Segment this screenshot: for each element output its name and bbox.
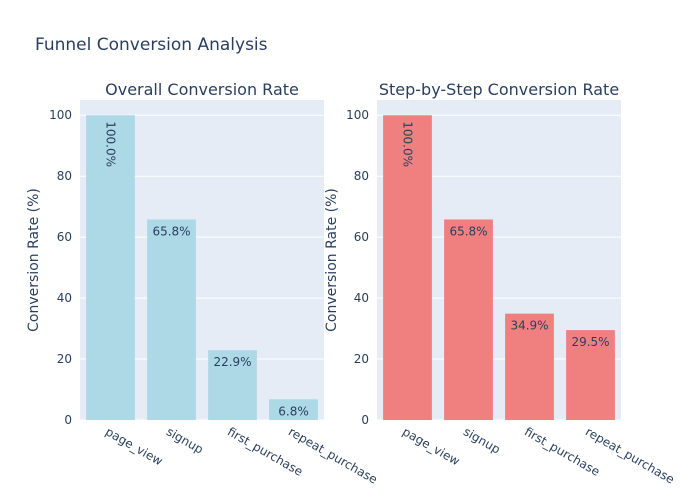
overall-y-tick-60: 60 xyxy=(57,230,72,244)
overall-y-tick-40: 40 xyxy=(57,291,72,305)
overall-bar-label-repeat-purchase: 6.8% xyxy=(278,404,309,418)
step-bar-page-view xyxy=(383,115,432,420)
step-bar-label-repeat-purchase: 29.5% xyxy=(571,335,609,349)
step-y-tick-40: 40 xyxy=(354,291,369,305)
step-x-tick-page-view: page_view xyxy=(400,424,462,468)
step-y-tick-0: 0 xyxy=(361,413,369,427)
overall-bar-label-page-view: 100.0% xyxy=(104,121,118,167)
overall-panel-title: Overall Conversion Rate xyxy=(105,80,299,99)
step-y-tick-80: 80 xyxy=(354,169,369,183)
overall-bar-first-purchase xyxy=(208,350,257,420)
overall-bar-label-signup: 65.8% xyxy=(152,224,190,238)
step-y-tick-60: 60 xyxy=(354,230,369,244)
figure-title: Funnel Conversion Analysis xyxy=(35,35,268,55)
step-x-tick-signup: signup xyxy=(461,424,503,456)
step-y-tick-100: 100 xyxy=(346,108,369,122)
step-bar-signup xyxy=(444,219,493,420)
overall-bar-repeat-purchase xyxy=(269,399,318,420)
overall-y-tick-0: 0 xyxy=(64,413,72,427)
step-y-axis-label: Conversion Rate (%) xyxy=(324,188,340,332)
overall-y-tick-100: 100 xyxy=(49,108,72,122)
overall-y-tick-80: 80 xyxy=(57,169,72,183)
step-x-tick-repeat-purchase: repeat_purchase xyxy=(583,424,677,486)
step-bar-repeat-purchase xyxy=(566,330,615,420)
step-panel-title: Step-by-Step Conversion Rate xyxy=(379,80,619,99)
overall-y-axis-label: Conversion Rate (%) xyxy=(26,188,42,332)
step-conversion-panel: 100.0% 65.8% 34.9% 29.5% 0 20 40 60 80 100 page_… xyxy=(324,80,677,487)
overall-x-tick-page-view: page_view xyxy=(103,424,165,468)
overall-x-tick-repeat-purchase: repeat_purchase xyxy=(286,424,380,486)
overall-bar-signup xyxy=(147,219,196,420)
step-bar-label-signup: 65.8% xyxy=(449,224,487,238)
overall-bar-label-first-purchase: 22.9% xyxy=(213,355,251,369)
overall-y-tick-20: 20 xyxy=(57,352,72,366)
overall-x-tick-signup: signup xyxy=(164,424,206,456)
step-bar-label-page-view: 100.0% xyxy=(401,121,415,167)
step-bar-first-purchase xyxy=(505,313,554,420)
overall-conversion-panel: 100.0% 65.8% 22.9% 6.8% 0 20 40 60 80 100 page_v… xyxy=(26,80,380,487)
step-bar-label-first-purchase: 34.9% xyxy=(510,319,548,333)
step-y-tick-20: 20 xyxy=(354,352,369,366)
overall-bar-page-view xyxy=(86,115,135,420)
